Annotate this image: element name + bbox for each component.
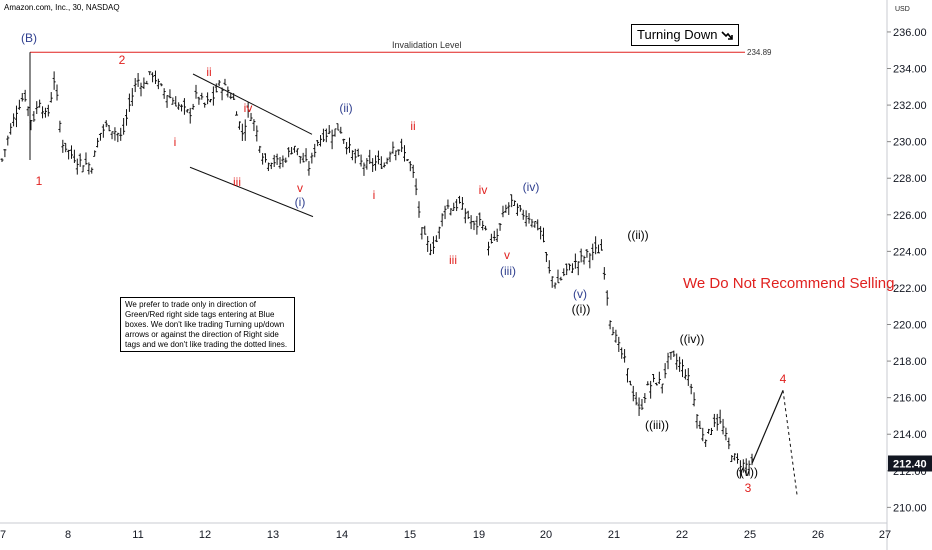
y-tick-label: 234.00	[893, 64, 927, 76]
diagonal-upper-line	[192, 73, 313, 135]
x-tick-label: 25	[744, 529, 756, 541]
y-tick-label: 216.00	[893, 393, 927, 405]
projection-dotted-line	[782, 390, 798, 495]
wave-label: i	[174, 135, 177, 149]
x-tick-label: 12	[199, 529, 211, 541]
turning-down-badge: Turning Down	[631, 24, 740, 46]
wave-label: (iv)	[523, 180, 540, 194]
wave-label: 2	[119, 53, 126, 67]
ohlc-bars	[0, 70, 754, 479]
y-tick-label: 214.00	[893, 429, 927, 441]
wave-label: ((iii))	[645, 418, 669, 432]
wave-label: (v)	[573, 287, 587, 301]
x-tick-label: 7	[0, 529, 6, 541]
wave-label: ((v))	[736, 465, 758, 479]
y-tick-label: 232.00	[893, 100, 927, 112]
symbol-title: Amazon.com, Inc., 30, NASDAQ	[4, 3, 120, 12]
x-tick-label: 22	[676, 529, 688, 541]
wave-label: i	[373, 188, 376, 202]
turning-down-arrow-icon	[721, 31, 734, 40]
y-tick-label: 230.00	[893, 137, 927, 149]
wave-labels: (B)12iiiiiiivv(i)(ii)iiiiiiivv(iii)(iv)(…	[21, 31, 787, 495]
x-tick-label: 26	[812, 529, 824, 541]
x-tick-label: 13	[267, 529, 279, 541]
wave-label: 3	[745, 481, 752, 495]
turning-down-label: Turning Down	[637, 27, 718, 42]
y-tick-label: 210.00	[893, 502, 927, 514]
y-tick-label: 218.00	[893, 356, 927, 368]
wave-label: ((ii))	[627, 228, 648, 242]
wave-label: ii	[410, 119, 415, 133]
projection-line	[751, 390, 784, 464]
wave-label: iii	[449, 253, 457, 267]
currency-label: USD	[895, 6, 910, 13]
wave-label: 4	[780, 372, 787, 386]
x-tick-label: 27	[879, 529, 891, 541]
y-tick-label: 224.00	[893, 246, 927, 258]
x-tick-label: 11	[132, 529, 143, 541]
y-tick-label: 222.00	[893, 283, 927, 295]
y-tick-label: 220.00	[893, 320, 927, 332]
wave-label: ii	[206, 65, 211, 79]
trading-note: We prefer to trade only in direction of …	[120, 297, 295, 352]
wave-label: iv	[479, 183, 488, 197]
wave-label: (i)	[295, 195, 306, 209]
x-tick-label: 15	[404, 529, 416, 541]
wave-label: ((i))	[572, 302, 591, 316]
wave-label: ((iv))	[680, 332, 705, 346]
y-tick-label: 228.00	[893, 173, 927, 185]
wave-label: (ii)	[339, 101, 352, 115]
wave-label: iv	[244, 101, 253, 115]
x-tick-label: 14	[336, 529, 348, 541]
last-price-box	[888, 455, 932, 472]
wave-label: iii	[233, 175, 241, 189]
wave-label: (B)	[21, 31, 37, 45]
diagonal-lower-line	[189, 166, 314, 218]
wave-label: v	[297, 181, 303, 195]
warning-text: We Do Not Recommend Selling	[683, 275, 895, 292]
invalidation-label: Invalidation Level	[392, 40, 462, 50]
annotation-lines: Invalidation Level 234.89	[29, 40, 798, 495]
y-tick-label: 226.00	[893, 210, 927, 222]
x-tick-label: 8	[65, 529, 71, 541]
y-tick-label: 236.00	[893, 27, 927, 39]
wave-label: 1	[36, 174, 43, 188]
invalidation-value: 234.89	[747, 48, 772, 57]
wave-label: (iii)	[500, 264, 516, 278]
last-price-label: 212.40	[893, 458, 927, 470]
x-tick-label: 19	[473, 529, 485, 541]
x-tick-label: 20	[540, 529, 552, 541]
wave-label: v	[504, 248, 510, 262]
x-tick-label: 21	[608, 529, 620, 541]
